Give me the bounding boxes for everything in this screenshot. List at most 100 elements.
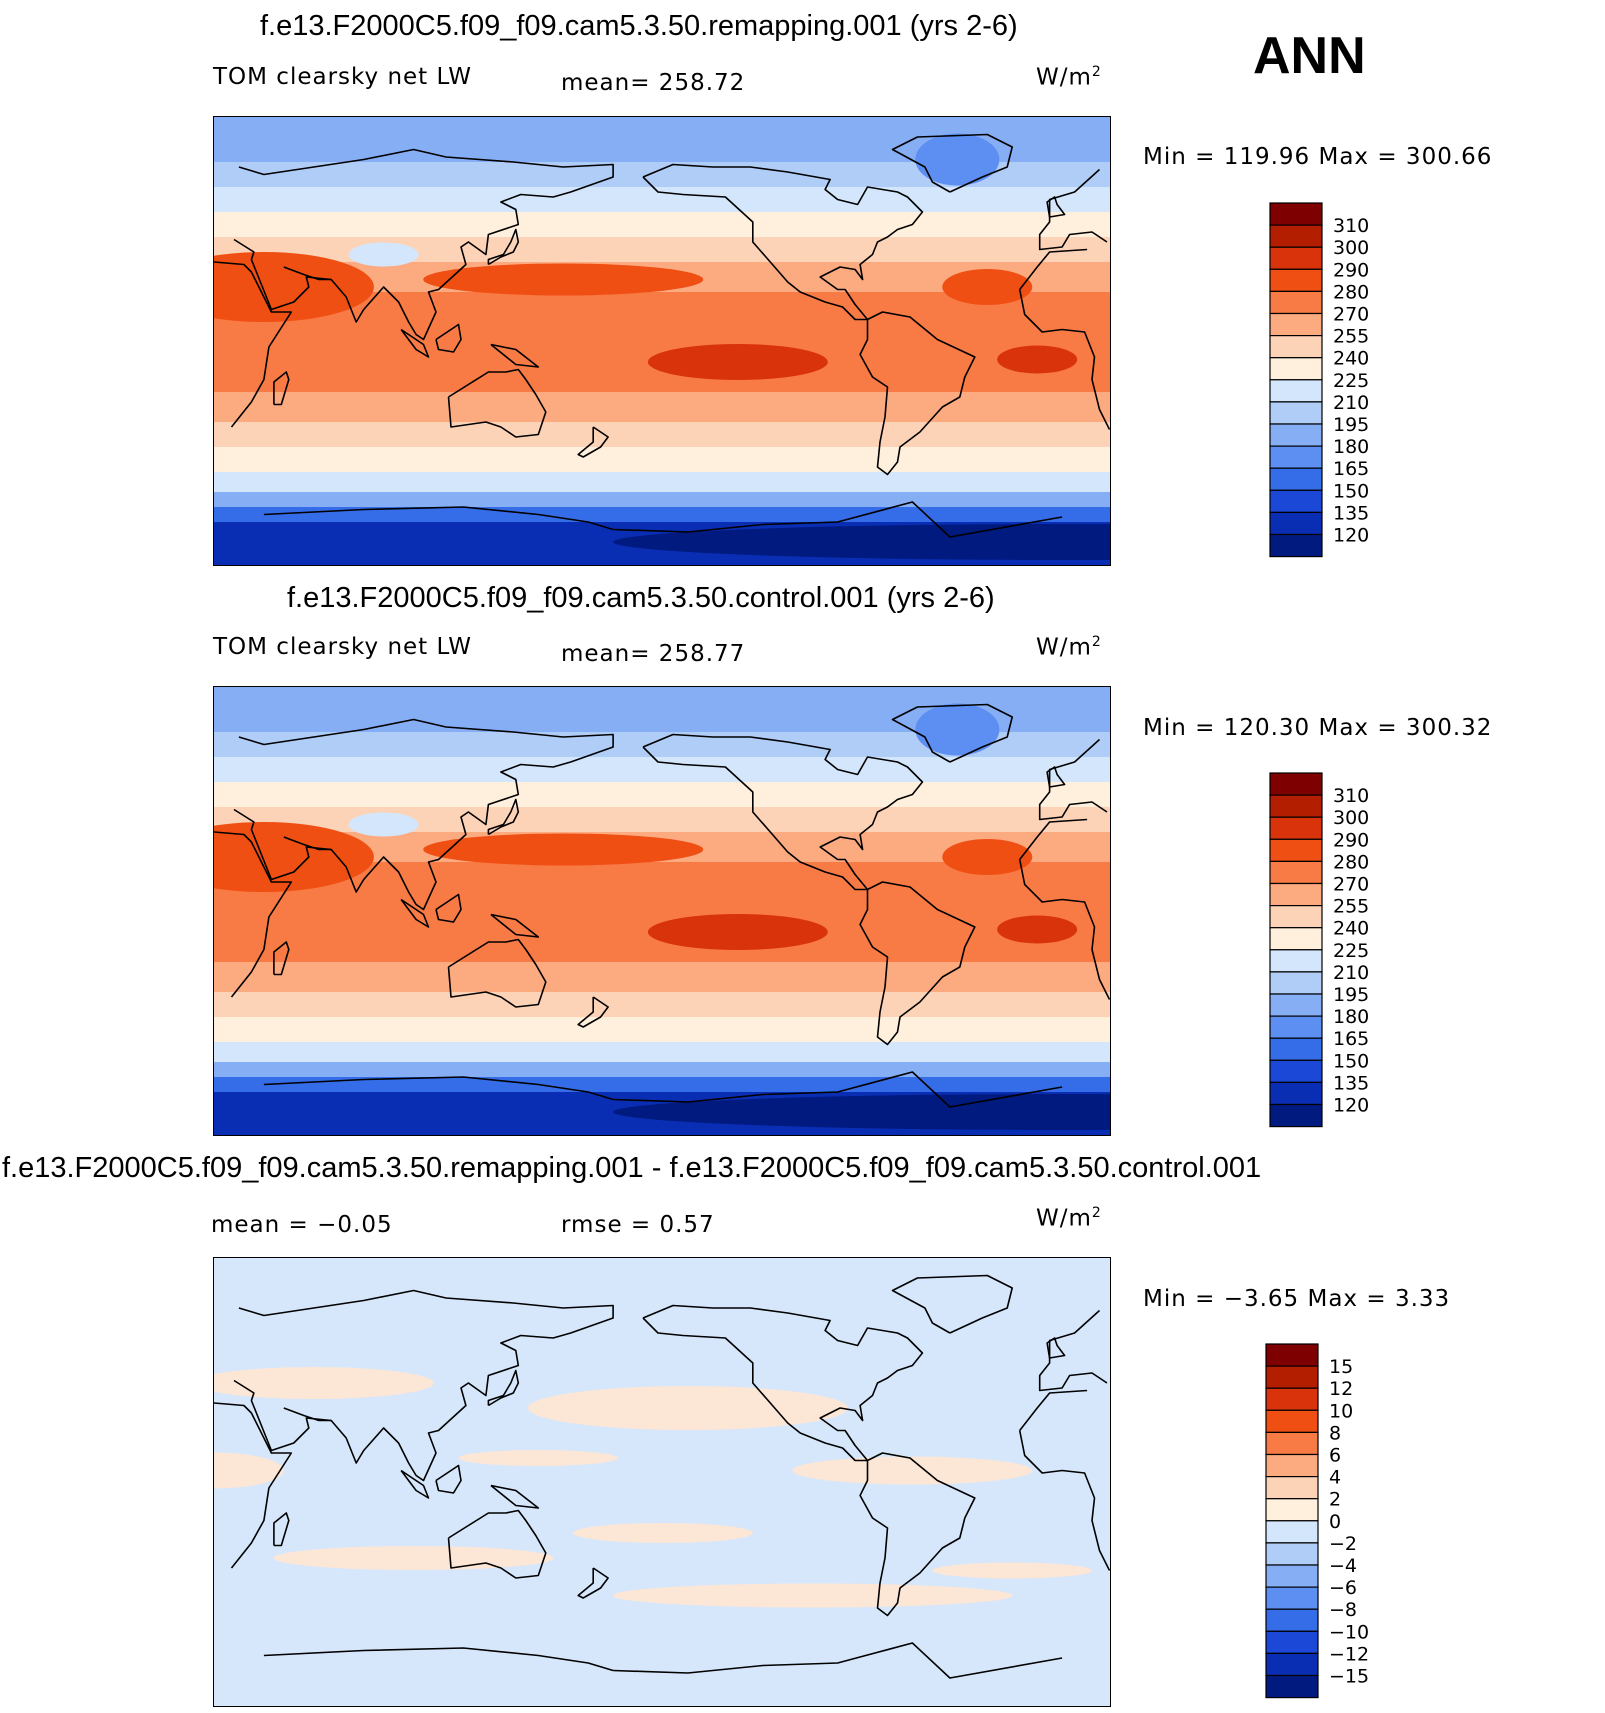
- field-blob: [214, 252, 374, 322]
- colorbar-tick-label: 2: [1329, 1489, 1341, 1511]
- field-blob: [214, 1367, 434, 1399]
- colorbar-swatch: [1269, 794, 1323, 818]
- field-band: [214, 1042, 1110, 1062]
- colorbar-swatch: [1269, 246, 1323, 270]
- colorbar-swatch: [1269, 445, 1323, 469]
- coastline: [487, 798, 520, 836]
- coastline: [214, 1402, 293, 1569]
- field-band: [214, 292, 1110, 392]
- coastline: [263, 1647, 614, 1672]
- colorbar-swatch: [1269, 533, 1323, 558]
- coastline: [642, 1304, 924, 1462]
- coastline: [642, 163, 924, 321]
- colorbar-tick-label: 290: [1333, 259, 1369, 281]
- field-band: [214, 1077, 1110, 1092]
- coastline: [1038, 1309, 1108, 1392]
- coastline: [490, 913, 540, 938]
- colorbar-swatch: [1265, 1608, 1319, 1632]
- field-band: [214, 392, 1110, 422]
- field-band: [214, 237, 1110, 262]
- colorbar-svg: 3103002902802702552402252101951801651501…: [1269, 772, 1369, 1128]
- colorbar-swatch: [1269, 838, 1323, 863]
- colorbar-tick-label: 150: [1333, 1050, 1369, 1072]
- colorbar-tick-label: 240: [1333, 918, 1369, 940]
- coastline: [1046, 196, 1066, 218]
- panel-1-title: f.e13.F2000C5.f09_f09.cam5.3.50.remappin…: [260, 10, 1018, 42]
- field-band: [214, 422, 1110, 447]
- colorbar-swatch: [1269, 816, 1323, 840]
- colorbar-tick-label: 270: [1333, 304, 1369, 326]
- colorbar-swatch: [1265, 1387, 1319, 1411]
- field-band: [214, 212, 1110, 237]
- colorbar-tick-label: 225: [1333, 940, 1369, 962]
- colorbar-swatch: [1269, 202, 1323, 226]
- colorbar-tick-label: −12: [1329, 1643, 1369, 1665]
- colorbar-tick-label: 210: [1333, 392, 1369, 414]
- field-blob: [423, 833, 704, 866]
- field-blob: [214, 822, 374, 892]
- coastline: [435, 323, 462, 353]
- panel-3-title: f.e13.F2000C5.f09_f09.cam5.3.50.remappin…: [2, 1152, 1262, 1184]
- colorbar-swatch: [1269, 511, 1323, 536]
- panel-3-map: [213, 1257, 1111, 1707]
- colorbar-tick-label: −15: [1329, 1666, 1369, 1688]
- coastline: [1038, 738, 1108, 821]
- colorbar-tick-label: 280: [1333, 281, 1369, 303]
- colorbar-swatch: [1269, 1081, 1323, 1106]
- panel-2-units: W/m2: [1036, 634, 1102, 661]
- colorbar-swatch: [1265, 1453, 1319, 1478]
- colorbar-tick-label: −2: [1329, 1533, 1357, 1555]
- colorbar-swatch: [1269, 860, 1323, 885]
- colorbar-swatch: [1269, 312, 1323, 337]
- panel-2-colorbar: 310 300 290 280 270 255 240 225 210 195 180 165 150 1…: [1269, 772, 1399, 1135]
- field-band: [214, 507, 1110, 522]
- colorbar-tick-label: 225: [1333, 370, 1369, 392]
- field-blob: [527, 1386, 848, 1430]
- panel-3-minmax: Min = −3.65 Max = 3.33: [1143, 1286, 1451, 1312]
- colorbar-swatch: [1265, 1630, 1319, 1654]
- colorbar-tick-label: 255: [1333, 896, 1369, 918]
- colorbar-swatch: [1269, 949, 1323, 973]
- coastline: [273, 1512, 290, 1547]
- coastline: [447, 938, 547, 1008]
- field-band: [214, 757, 1110, 782]
- colorbar-swatch: [1265, 1520, 1319, 1544]
- field-band: [214, 187, 1110, 212]
- panel-1-units: W/m2: [1036, 64, 1102, 91]
- coastline: [613, 501, 1063, 538]
- colorbar-tick-label: 6: [1329, 1445, 1341, 1467]
- coastline: [1019, 248, 1088, 290]
- coastline: [447, 1509, 547, 1579]
- colorbar-tick-label: 300: [1333, 807, 1369, 829]
- coastline: [891, 133, 1014, 193]
- field-band: [214, 1062, 1110, 1077]
- panel-2-mean-label: mean= 258.77: [561, 641, 746, 667]
- colorbar-swatch: [1269, 1103, 1323, 1128]
- colorbar-swatch: [1269, 1059, 1323, 1083]
- coastline: [233, 1289, 614, 1482]
- field-blob: [997, 915, 1078, 944]
- panel-1-colorbar: 310 300 290 280 270 255 240 225 210 195 180 165 150 1…: [1269, 202, 1399, 565]
- coastline: [273, 371, 290, 406]
- coastline: [577, 426, 609, 458]
- coastline: [1018, 289, 1110, 430]
- field-blob: [932, 1562, 1093, 1579]
- coastline: [400, 328, 430, 358]
- field-blob: [348, 812, 419, 837]
- field-band: [214, 962, 1110, 992]
- coastline: [435, 893, 462, 923]
- panel-3-units: W/m2: [1036, 1205, 1102, 1232]
- colorbar-tick-label: −6: [1329, 1577, 1357, 1599]
- coastline: [1046, 766, 1066, 788]
- coastline: [1019, 818, 1088, 860]
- field-band: [214, 862, 1110, 962]
- colorbar-swatch: [1269, 489, 1323, 513]
- field-blob: [613, 1094, 1110, 1130]
- field-blob: [214, 1452, 284, 1489]
- colorbar-swatch: [1269, 882, 1323, 907]
- panel-2-variable-label: TOM clearsky net LW: [213, 634, 472, 660]
- panel-2-minmax: Min = 120.30 Max = 300.32: [1143, 715, 1493, 741]
- field-blob: [997, 345, 1078, 374]
- field-blob: [792, 1456, 1033, 1485]
